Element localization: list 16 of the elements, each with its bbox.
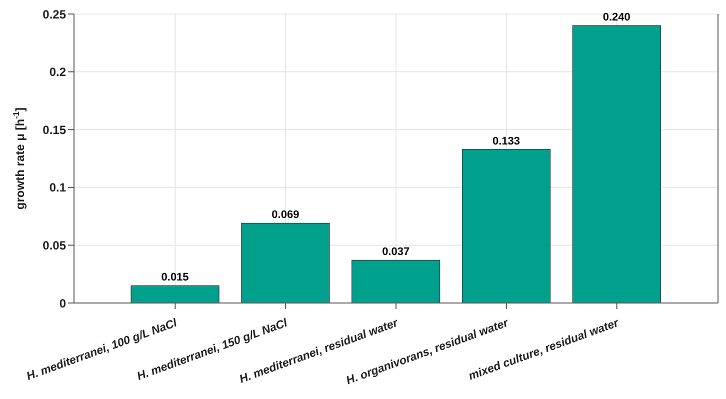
y-tick-label: 0	[59, 296, 66, 310]
bar	[241, 222, 330, 303]
data-label: 0.069	[272, 209, 300, 222]
y-tick-label: 0.25	[42, 7, 66, 22]
y-tick-label: 0.05	[42, 238, 66, 252]
y-tick-label: 0.15	[42, 122, 66, 137]
data-label: 0.240	[602, 12, 630, 24]
data-label: 0.037	[382, 246, 410, 258]
bar	[352, 260, 440, 303]
data-label: 0.015	[161, 272, 189, 284]
y-tick-label: 0.1	[49, 180, 66, 195]
y-tick-label: 0.2	[49, 65, 66, 80]
bar	[130, 285, 220, 303]
bar	[572, 25, 661, 303]
bar	[462, 148, 551, 303]
data-label: 0.133	[492, 135, 520, 148]
